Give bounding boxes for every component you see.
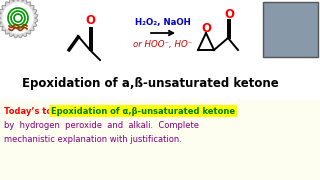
Text: Epoxidation of α,β-unsaturated ketone: Epoxidation of α,β-unsaturated ketone <box>51 107 235 116</box>
Text: O: O <box>85 15 95 28</box>
Text: by  hydrogen  peroxide  and  alkali.  Complete: by hydrogen peroxide and alkali. Complet… <box>4 122 199 130</box>
Text: Today’s topic:: Today’s topic: <box>4 107 72 116</box>
Text: mechanistic explanation with justification.: mechanistic explanation with justificati… <box>4 134 182 143</box>
Text: O: O <box>201 21 211 35</box>
Text: O: O <box>224 8 234 21</box>
FancyBboxPatch shape <box>263 2 318 57</box>
Circle shape <box>3 3 33 33</box>
Polygon shape <box>0 0 38 38</box>
Text: Epoxidation of a,ß-unsaturated ketone: Epoxidation of a,ß-unsaturated ketone <box>22 76 278 89</box>
Text: H₂O₂, NaOH: H₂O₂, NaOH <box>135 17 191 26</box>
FancyBboxPatch shape <box>0 100 320 180</box>
Text: or HOO⁻, HO⁻: or HOO⁻, HO⁻ <box>133 40 193 50</box>
